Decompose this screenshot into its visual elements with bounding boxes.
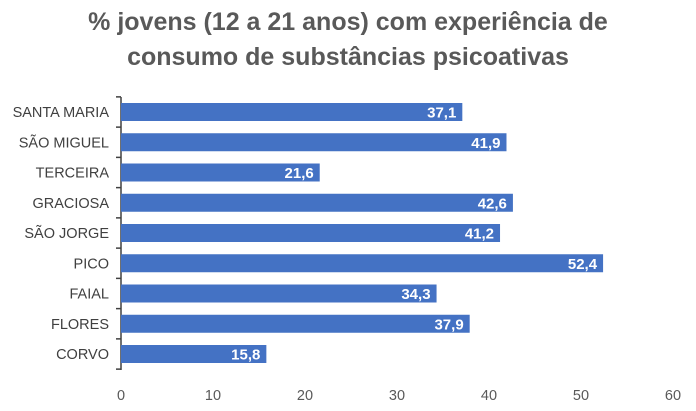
bar: [121, 133, 507, 152]
category-label: PICO: [74, 256, 109, 272]
x-tick-label: 60: [665, 388, 681, 404]
x-tick-label: 10: [205, 388, 221, 404]
category-label: FAIAL: [70, 287, 110, 303]
data-label: 34,3: [401, 286, 430, 303]
category-label: SANTA MARIA: [13, 105, 110, 121]
data-label: 37,1: [427, 105, 456, 122]
bar: [121, 254, 604, 273]
data-label: 52,4: [568, 256, 598, 273]
bar: [121, 193, 513, 212]
x-tick-label: 50: [573, 388, 589, 404]
bar: [121, 314, 470, 333]
data-label: 15,8: [231, 347, 260, 364]
category-label: SÃO JORGE: [24, 225, 109, 242]
bar: [121, 103, 463, 121]
bar: [121, 224, 501, 242]
data-label: 41,2: [465, 226, 494, 243]
chart-title-line-1: % jovens (12 a 21 anos) com experiência …: [88, 8, 608, 36]
chart-title-line-2: consumo de substâncias psicoativas: [127, 43, 569, 71]
x-tick-label: 0: [117, 388, 125, 404]
bar: [121, 284, 437, 303]
category-label: CORVO: [56, 347, 109, 363]
data-label: 41,9: [471, 135, 500, 152]
x-tick-label: 30: [389, 388, 405, 404]
x-tick-label: 40: [481, 388, 497, 404]
category-label: SÃO MIGUEL: [19, 134, 109, 151]
x-tick-label: 20: [297, 388, 313, 404]
category-label: TERCEIRA: [36, 166, 110, 182]
data-label: 37,9: [434, 316, 463, 333]
category-label: GRACIOSA: [32, 196, 109, 212]
data-label: 21,6: [285, 165, 314, 182]
bar: [121, 345, 267, 363]
category-label: FLORES: [51, 317, 109, 333]
bar: [121, 163, 320, 182]
data-label: 42,6: [478, 195, 507, 212]
